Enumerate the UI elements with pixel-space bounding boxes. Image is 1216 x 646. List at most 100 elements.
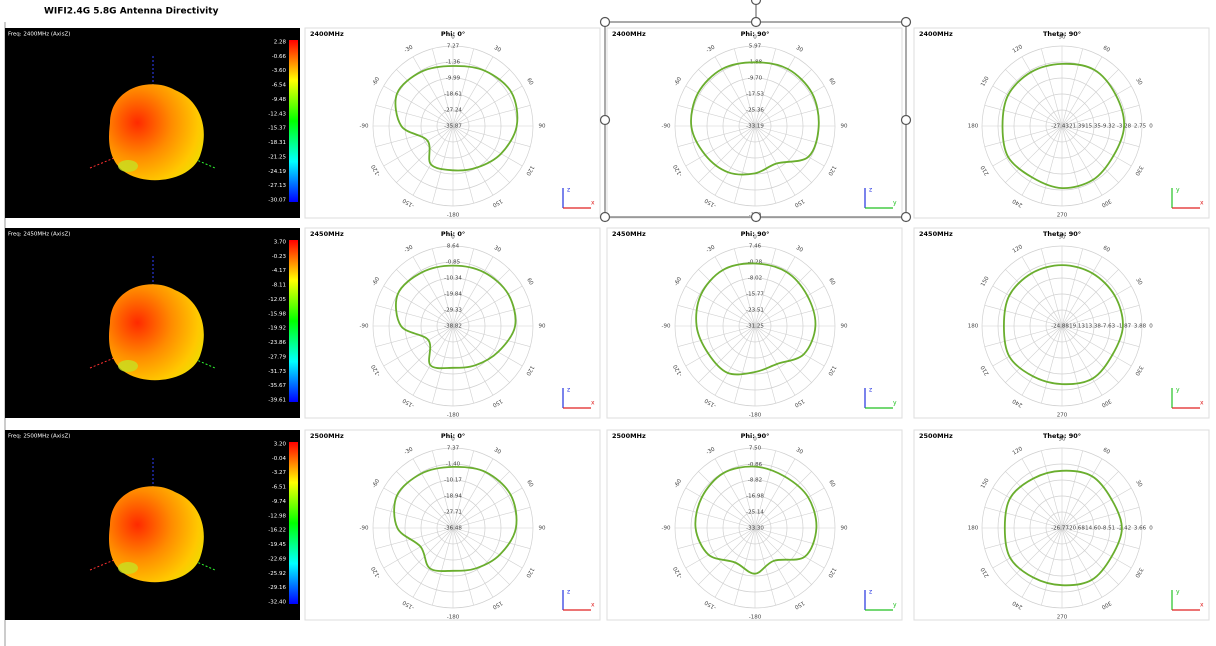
resize-handle[interactable] [601, 116, 610, 125]
radial-label: -0.85 [446, 259, 461, 265]
colorbar [289, 442, 298, 604]
resize-handle[interactable] [601, 18, 610, 27]
colorbar-label: -19.45 [268, 542, 286, 548]
radial-label: -13.38 [1083, 324, 1101, 330]
colorbar-label: -8.11 [272, 283, 286, 289]
panel-freq: 2450MHz [919, 230, 953, 238]
panel-freq: 2450MHz [612, 230, 646, 238]
radial-label: -8.02 [748, 275, 762, 281]
angle-label: -180 [447, 413, 460, 419]
radial-label: -25.36 [746, 108, 764, 114]
colorbar-label: -16.22 [268, 528, 286, 534]
radial-label: -9.32 [1101, 124, 1115, 130]
radial-label: 2.75 [1134, 124, 1147, 130]
colorbar [289, 240, 298, 402]
radial-label: -36.48 [444, 526, 462, 532]
colorbar-label: -27.13 [268, 183, 286, 189]
angle-label: -180 [749, 615, 762, 621]
resize-handle[interactable] [601, 213, 610, 222]
angle-label: 180 [968, 526, 979, 532]
radial-label: -31.25 [746, 324, 764, 330]
resize-handle[interactable] [902, 116, 911, 125]
radial-label: 5.97 [749, 44, 762, 50]
radial-label: -10.17 [444, 478, 462, 484]
angle-label: 180 [968, 324, 979, 330]
radial-label: -10.34 [444, 275, 462, 281]
colorbar-label: -39.61 [268, 398, 286, 404]
angle-label: 0 [1149, 526, 1153, 532]
colorbar [289, 40, 298, 202]
triad-label: y [893, 200, 897, 207]
resize-handle[interactable] [752, 0, 761, 5]
panel-freq: 2400MHz [310, 30, 344, 38]
colorbar-label: -12.05 [268, 297, 286, 303]
angle-label: 0 [451, 35, 455, 41]
colorbar-label: -9.74 [272, 499, 287, 505]
resize-handle[interactable] [752, 18, 761, 27]
resize-handle[interactable] [902, 213, 911, 222]
angle-label: 90 [1059, 35, 1066, 41]
radial-label: -29.33 [444, 308, 462, 314]
radial-label: -35.87 [444, 124, 462, 130]
triad-label: z [567, 187, 570, 194]
colorbar-label: -15.37 [268, 126, 286, 132]
angle-label: -180 [749, 413, 762, 419]
panel-freq: 2500MHz [612, 432, 646, 440]
view3d-label: Freq: 2400MHz (AxisZ) [8, 32, 70, 38]
angle-label: 0 [1149, 124, 1153, 130]
radial-label: 7.46 [749, 244, 762, 250]
page-title: WIFI2.4G 5.8G Antenna Directivity [44, 7, 219, 17]
triad-label: z [567, 387, 570, 394]
view3d-label: Freq: 2450MHz (AxisZ) [8, 232, 70, 238]
panel-freq: 2450MHz [310, 230, 344, 238]
colorbar-label: -6.51 [272, 485, 286, 491]
radial-label: -18.61 [444, 91, 462, 97]
angle-label: 0 [1149, 324, 1153, 330]
angle-label: -90 [662, 526, 671, 532]
colorbar-label: -6.54 [272, 83, 287, 89]
triad-label: y [893, 400, 897, 407]
radial-label: 7.37 [447, 446, 460, 452]
angle-label: -180 [447, 213, 460, 219]
panel-freq: 2400MHz [919, 30, 953, 38]
angle-label: 0 [753, 235, 757, 241]
radial-label: -27.24 [444, 107, 462, 113]
colorbar-label: -12.98 [268, 513, 286, 519]
angle-label: 270 [1057, 213, 1068, 219]
colorbar-label: -3.27 [272, 470, 287, 476]
panel-freq: 2400MHz [612, 30, 646, 38]
radial-label: -2.42 [1117, 526, 1131, 532]
colorbar-label: -25.92 [268, 571, 286, 577]
triad-label: z [869, 387, 872, 394]
angle-label: 0 [451, 235, 455, 241]
radial-label: -7.63 [1101, 324, 1116, 330]
angle-label: 90 [841, 324, 848, 330]
triad-label: y [1176, 589, 1180, 596]
resize-handle[interactable] [902, 18, 911, 27]
angle-label: 90 [1059, 437, 1066, 443]
angle-label: -90 [662, 324, 671, 330]
colorbar-label: 2.28 [274, 40, 287, 46]
radial-label: -8.82 [748, 478, 762, 484]
radial-label: -1.87 [1117, 324, 1132, 330]
triad-label: z [567, 589, 570, 596]
radial-label: -9.70 [748, 76, 763, 82]
triad-label: x [591, 200, 595, 207]
colorbar-label: -3.60 [272, 68, 287, 74]
colorbar-label: -9.48 [272, 97, 287, 103]
triad-label: y [1176, 387, 1180, 394]
radial-label: -18.94 [444, 494, 462, 500]
triad-label: y [893, 602, 897, 609]
colorbar-label: -24.19 [268, 169, 286, 175]
colorbar-label: -30.07 [268, 198, 286, 204]
radial-label: -9.99 [446, 76, 461, 82]
angle-label: 90 [539, 526, 546, 532]
colorbar-label: -18.31 [268, 140, 286, 146]
radial-label: -14.60 [1083, 526, 1101, 532]
colorbar-label: -21.25 [268, 154, 286, 160]
pattern-lobe [118, 360, 138, 372]
resize-handle[interactable] [752, 213, 761, 222]
triad-label: z [869, 187, 872, 194]
colorbar-label: -23.86 [268, 340, 286, 346]
page: WIFI2.4G 5.8G Antenna Directivity Freq: … [0, 0, 1216, 646]
